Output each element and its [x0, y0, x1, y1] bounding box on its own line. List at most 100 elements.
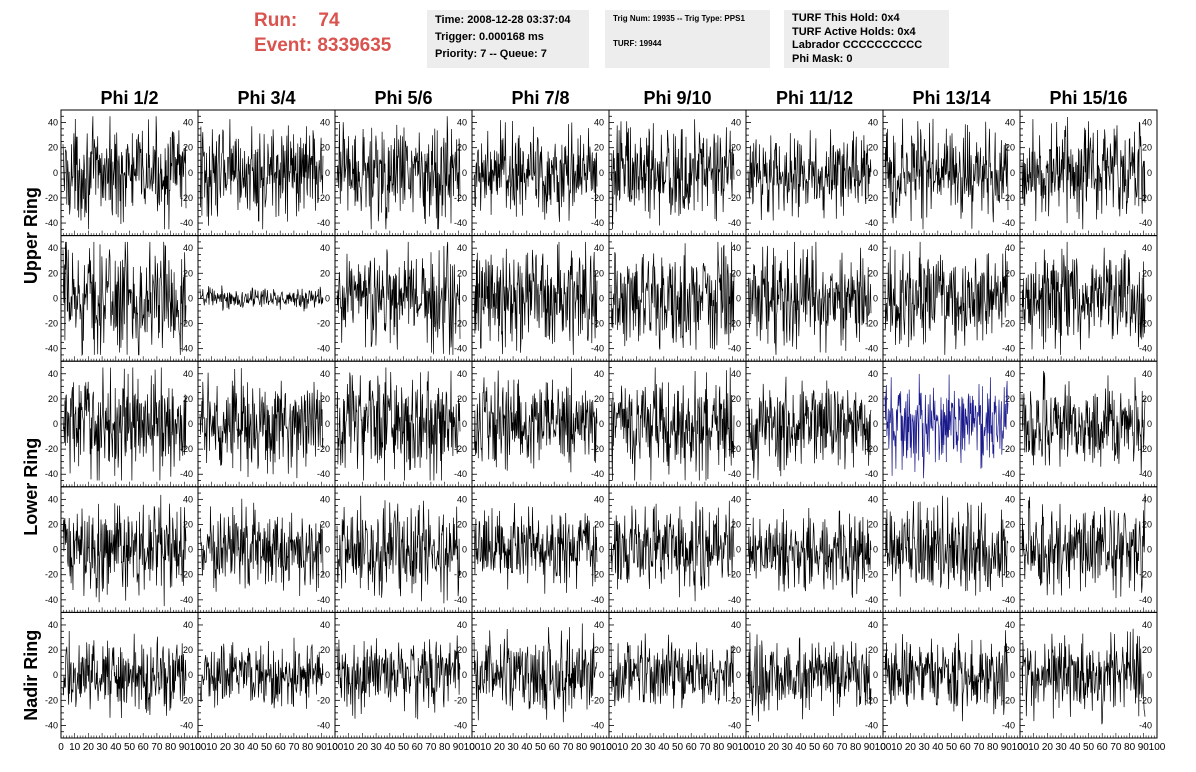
y-tick-label: 20	[594, 394, 604, 404]
x-tick-label: 30	[1056, 742, 1068, 753]
x-tick-label: 20	[83, 742, 95, 753]
y-tick-label: -40	[317, 218, 330, 228]
waveform-trace	[473, 367, 598, 473]
x-tick-label: 70	[836, 742, 848, 753]
waveform-trace	[747, 376, 872, 481]
y-tick-label: -40	[865, 344, 878, 354]
column-title: Phi 7/8	[511, 88, 569, 108]
x-tick-label: 30	[508, 742, 520, 753]
panel-frame	[197, 109, 336, 237]
y-tick-label: 20	[183, 645, 193, 655]
waveform-trace	[199, 368, 324, 479]
y-tick-label: 40	[1142, 243, 1152, 253]
y-tick-label: 40	[731, 369, 741, 379]
waveform-trace	[610, 241, 735, 350]
y-tick-label: -40	[1139, 720, 1152, 730]
y-tick-label: 40	[868, 118, 878, 128]
waveform-trace	[199, 119, 324, 230]
y-tick-label: -20	[1002, 570, 1015, 580]
x-tick-label: 50	[124, 742, 136, 753]
y-tick-label: -20	[317, 695, 330, 705]
y-tick-label: -40	[454, 720, 467, 730]
y-tick-label: -20	[317, 570, 330, 580]
waveform-trace	[610, 500, 735, 602]
x-tick-label: 50	[809, 742, 821, 753]
x-tick-label: 0	[606, 742, 612, 753]
waveform-trace	[199, 637, 324, 709]
y-tick-label: -20	[317, 193, 330, 203]
x-tick-label: 100	[738, 742, 755, 753]
y-tick-label: 20	[868, 143, 878, 153]
x-tick-label: 60	[823, 742, 835, 753]
y-tick-label: 40	[1005, 118, 1015, 128]
column-title: Phi 15/16	[1049, 88, 1127, 108]
y-tick-label: 40	[183, 369, 193, 379]
y-tick-label: -40	[1002, 595, 1015, 605]
x-tick-label: 20	[1042, 742, 1054, 753]
trig-info-box: Trig Num: 19935 -- Trig Type: PPS1 TURF:…	[605, 10, 770, 68]
y-tick-label: 40	[457, 620, 467, 630]
turf-active-holds-text: TURF Active Holds: 0x4	[792, 25, 916, 38]
y-tick-label: -20	[728, 570, 741, 580]
y-tick-label: -40	[317, 720, 330, 730]
x-tick-label: 10	[617, 742, 629, 753]
y-tick-label: -40	[317, 595, 330, 605]
y-tick-label: -20	[45, 695, 58, 705]
column-title: Phi 1/2	[100, 88, 158, 108]
y-tick-label: -40	[45, 720, 58, 730]
y-tick-label: -20	[454, 193, 467, 203]
y-tick-label: 20	[1005, 645, 1015, 655]
y-tick-label: -20	[1002, 193, 1015, 203]
x-tick-label: 40	[658, 742, 670, 753]
x-tick-label: 30	[782, 742, 794, 753]
x-tick-label: 50	[261, 742, 273, 753]
x-tick-label: 40	[384, 742, 396, 753]
x-tick-label: 90	[864, 742, 876, 753]
time-text: Time: 2008-12-28 03:37:04	[435, 14, 571, 26]
y-tick-label: 0	[1147, 545, 1152, 555]
y-tick-label: -40	[728, 469, 741, 479]
y-tick-label: 0	[325, 293, 330, 303]
y-tick-label: -40	[45, 595, 58, 605]
y-tick-label: -40	[591, 344, 604, 354]
column-title: Phi 13/14	[912, 88, 990, 108]
waveform-trace	[336, 635, 461, 720]
y-tick-label: 0	[1147, 419, 1152, 429]
x-tick-label: 80	[850, 742, 862, 753]
x-tick-label: 10	[891, 742, 903, 753]
y-tick-label: 20	[48, 394, 58, 404]
y-tick-label: 0	[53, 293, 58, 303]
y-tick-label: -40	[728, 218, 741, 228]
y-tick-label: -40	[1139, 218, 1152, 228]
y-tick-label: 20	[731, 645, 741, 655]
y-tick-label: -20	[728, 444, 741, 454]
y-tick-label: -20	[45, 570, 58, 580]
x-tick-label: 70	[151, 742, 163, 753]
y-tick-label: 20	[457, 268, 467, 278]
x-tick-label: 100	[327, 742, 344, 753]
x-tick-label: 0	[743, 742, 749, 753]
y-tick-label: 20	[320, 143, 330, 153]
waveform-trace	[336, 367, 461, 481]
column-title: Phi 5/6	[374, 88, 432, 108]
waveform-trace	[884, 373, 1009, 479]
y-tick-label: -20	[454, 570, 467, 580]
turf-this-hold-text: TURF This Hold: 0x4	[792, 12, 900, 24]
y-tick-label: -20	[1139, 570, 1152, 580]
x-tick-label: 10	[69, 742, 81, 753]
x-tick-label: 40	[795, 742, 807, 753]
y-tick-label: -20	[1002, 444, 1015, 454]
y-tick-label: 40	[48, 620, 58, 630]
waveform-trace	[62, 494, 187, 607]
x-tick-label: 50	[398, 742, 410, 753]
waveform-trace	[199, 498, 324, 597]
y-tick-label: 40	[320, 620, 330, 630]
turf-info-box: TURF This Hold: 0x4 TURF Active Holds: 0…	[784, 10, 949, 68]
waveform-trace	[747, 632, 872, 722]
y-tick-label: -20	[591, 570, 604, 580]
column-title: Phi 9/10	[643, 88, 711, 108]
y-tick-label: -40	[1139, 595, 1152, 605]
y-tick-label: 40	[183, 243, 193, 253]
phi-mask-text: Phi Mask: 0	[792, 52, 853, 65]
